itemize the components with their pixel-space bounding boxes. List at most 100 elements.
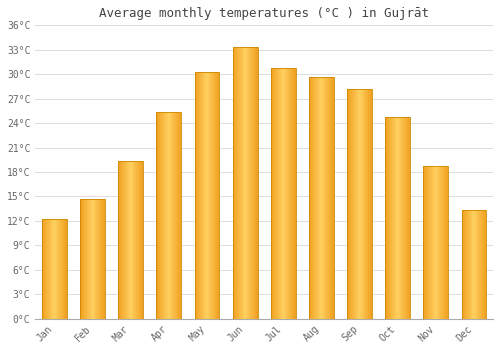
- Bar: [254, 47, 255, 318]
- Bar: [63, 219, 64, 318]
- Bar: [473, 210, 474, 318]
- Bar: [446, 166, 447, 318]
- Bar: [320, 77, 321, 318]
- Bar: [80, 199, 81, 318]
- Bar: [255, 47, 256, 318]
- Bar: [211, 72, 212, 318]
- Bar: [233, 47, 234, 318]
- Bar: [394, 117, 395, 318]
- Bar: [309, 77, 334, 318]
- Bar: [272, 68, 273, 318]
- Bar: [102, 199, 103, 318]
- Bar: [293, 68, 294, 318]
- Bar: [286, 68, 287, 318]
- Bar: [288, 68, 289, 318]
- Bar: [218, 72, 219, 318]
- Bar: [353, 89, 354, 318]
- Bar: [432, 166, 433, 318]
- Bar: [174, 112, 175, 318]
- Bar: [317, 77, 318, 318]
- Bar: [101, 199, 102, 318]
- Bar: [387, 117, 388, 318]
- Bar: [58, 219, 59, 318]
- Bar: [279, 68, 280, 318]
- Bar: [475, 210, 476, 318]
- Bar: [142, 161, 143, 318]
- Bar: [314, 77, 315, 318]
- Bar: [322, 77, 323, 318]
- Bar: [361, 89, 362, 318]
- Bar: [47, 219, 48, 318]
- Bar: [202, 72, 203, 318]
- Bar: [354, 89, 355, 318]
- Bar: [204, 72, 205, 318]
- Bar: [443, 166, 444, 318]
- Bar: [324, 77, 325, 318]
- Bar: [310, 77, 311, 318]
- Bar: [357, 89, 358, 318]
- Bar: [437, 166, 438, 318]
- Bar: [365, 89, 366, 318]
- Bar: [209, 72, 210, 318]
- Bar: [325, 77, 326, 318]
- Bar: [312, 77, 313, 318]
- Bar: [232, 47, 233, 318]
- Bar: [477, 210, 478, 318]
- Bar: [178, 112, 179, 318]
- Bar: [99, 199, 100, 318]
- Bar: [355, 89, 356, 318]
- Bar: [122, 161, 123, 318]
- Bar: [362, 89, 363, 318]
- Bar: [350, 89, 351, 318]
- Bar: [359, 89, 360, 318]
- Bar: [240, 47, 241, 318]
- Bar: [123, 161, 124, 318]
- Bar: [368, 89, 369, 318]
- Bar: [429, 166, 430, 318]
- Bar: [62, 219, 63, 318]
- Bar: [481, 210, 482, 318]
- Bar: [347, 89, 372, 318]
- Bar: [485, 210, 486, 318]
- Bar: [364, 89, 365, 318]
- Bar: [165, 112, 166, 318]
- Bar: [180, 112, 182, 318]
- Bar: [235, 47, 236, 318]
- Bar: [196, 72, 197, 318]
- Bar: [216, 72, 217, 318]
- Bar: [43, 219, 44, 318]
- Bar: [168, 112, 169, 318]
- Bar: [257, 47, 258, 318]
- Bar: [408, 117, 409, 318]
- Bar: [94, 199, 95, 318]
- Bar: [243, 47, 244, 318]
- Bar: [42, 219, 67, 318]
- Bar: [430, 166, 431, 318]
- Bar: [282, 68, 283, 318]
- Bar: [239, 47, 240, 318]
- Bar: [403, 117, 404, 318]
- Bar: [253, 47, 254, 318]
- Bar: [406, 117, 407, 318]
- Bar: [61, 219, 62, 318]
- Bar: [234, 47, 235, 318]
- Bar: [273, 68, 274, 318]
- Bar: [177, 112, 178, 318]
- Bar: [399, 117, 400, 318]
- Bar: [91, 199, 92, 318]
- Bar: [157, 112, 158, 318]
- Bar: [471, 210, 472, 318]
- Bar: [64, 219, 65, 318]
- Bar: [166, 112, 167, 318]
- Bar: [271, 68, 295, 318]
- Bar: [427, 166, 428, 318]
- Bar: [128, 161, 129, 318]
- Bar: [284, 68, 285, 318]
- Bar: [290, 68, 291, 318]
- Bar: [241, 47, 242, 318]
- Bar: [89, 199, 90, 318]
- Bar: [161, 112, 162, 318]
- Bar: [171, 112, 172, 318]
- Bar: [330, 77, 331, 318]
- Bar: [326, 77, 327, 318]
